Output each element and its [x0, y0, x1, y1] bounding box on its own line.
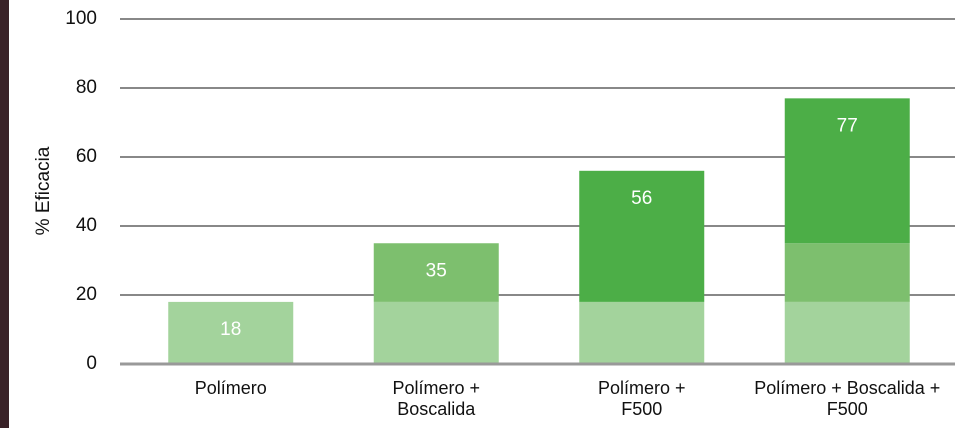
x-tick-label: Polímero + Boscalida + F500: [727, 378, 967, 420]
photo-edge: [0, 0, 9, 428]
bar-segment: [785, 243, 910, 302]
y-tick-label: 80: [76, 77, 97, 98]
y-tick-label: 100: [65, 8, 97, 29]
bar-segment: [785, 302, 910, 364]
total-label: 77: [837, 115, 858, 136]
y-tick-label: 60: [76, 146, 97, 167]
y-tick-label: 0: [86, 353, 97, 374]
page: {"chart_data": {"type": "stacked-bar", "…: [0, 0, 976, 428]
y-tick-label: 20: [76, 284, 97, 305]
total-label: 35: [426, 260, 447, 281]
chart: % Eficacia 0 20 40 60 80 100 18 35 56 77: [0, 0, 976, 428]
y-tick-label: 40: [76, 215, 97, 236]
total-label: 18: [220, 319, 241, 340]
x-tick-label: Polímero + Boscalida: [316, 378, 556, 420]
bar-segment: [374, 302, 499, 364]
y-axis-label: % Eficacia: [33, 146, 54, 235]
x-tick-label: Polímero: [111, 378, 351, 399]
bar-segment: [579, 302, 704, 364]
total-label: 56: [631, 188, 652, 209]
x-tick-label: Polímero + F500: [522, 378, 762, 420]
